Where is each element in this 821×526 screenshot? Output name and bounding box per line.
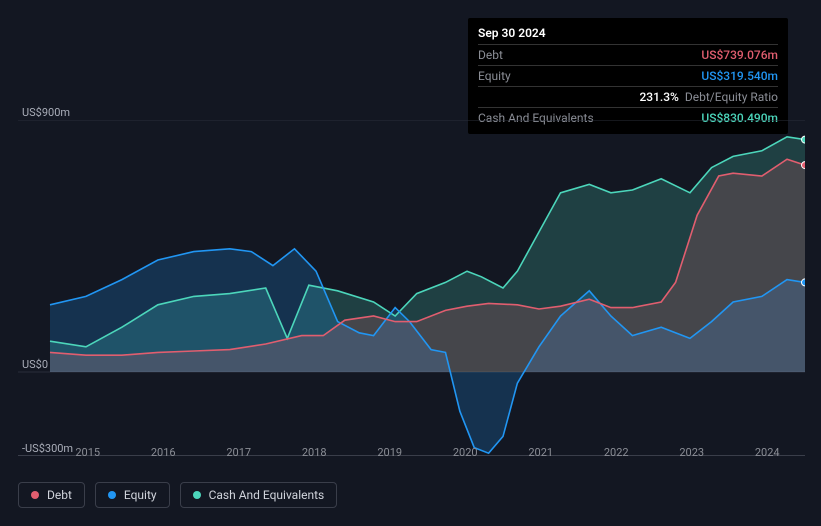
tooltip-row: 231.3%Debt/Equity Ratio — [478, 86, 778, 107]
legend-item[interactable]: Debt — [18, 482, 85, 508]
debt-equity-chart — [18, 120, 805, 456]
tooltip-row-label: Equity — [478, 67, 511, 85]
legend-dot-icon — [31, 491, 39, 499]
legend-item-label: Debt — [47, 488, 72, 502]
tooltip-date: Sep 30 2024 — [478, 24, 778, 44]
legend-item[interactable]: Equity — [95, 482, 170, 508]
legend-item-label: Equity — [124, 488, 157, 502]
x-axis-label: 2017 — [201, 446, 277, 466]
x-axis-label: 2015 — [50, 446, 126, 466]
tooltip-row: Equity US$319.540m — [478, 65, 778, 86]
tooltip-row-value: US$319.540m — [701, 67, 778, 85]
y-axis-label: US$900m — [22, 106, 70, 119]
tooltip-row: Debt US$739.076m — [478, 44, 778, 65]
x-axis-label: 2016 — [126, 446, 202, 466]
x-axis-label: 2020 — [428, 446, 504, 466]
tooltip-row-label: Debt — [478, 46, 503, 64]
legend-dot-icon — [108, 491, 116, 499]
y-axis-label: US$0 — [22, 358, 48, 371]
x-axis-label: 2024 — [730, 446, 806, 466]
x-axis-label: 2019 — [352, 446, 428, 466]
x-axis-label: 2022 — [579, 446, 655, 466]
x-axis-label: 2018 — [277, 446, 353, 466]
chart-tooltip: Sep 30 2024 Debt US$739.076m Equity US$319.… — [468, 18, 788, 134]
tooltip-row-sub: Debt/Equity Ratio — [685, 90, 778, 104]
legend-item[interactable]: Cash And Equivalents — [180, 482, 338, 508]
tooltip-row-value: 231.3%Debt/Equity Ratio — [639, 88, 778, 106]
legend-item-label: Cash And Equivalents — [209, 488, 325, 502]
x-axis-label: 2021 — [503, 446, 579, 466]
chart-legend: Debt Equity Cash And Equivalents — [18, 482, 337, 508]
x-axis-label: 2023 — [654, 446, 730, 466]
legend-dot-icon — [193, 491, 201, 499]
tooltip-row-value: US$739.076m — [701, 46, 778, 64]
x-axis: 2015201620172018201920202021202220232024 — [50, 446, 805, 466]
